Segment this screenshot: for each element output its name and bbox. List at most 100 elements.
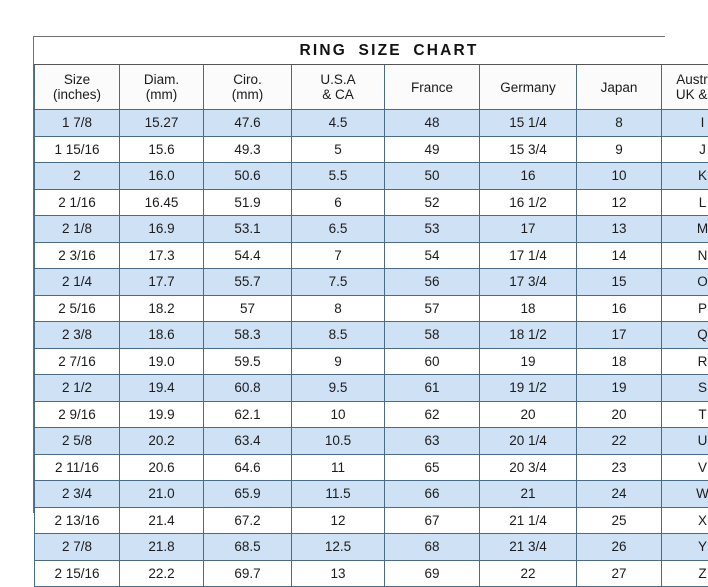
cell-circumference-mm: 53.1 [204, 216, 292, 243]
cell-diameter-mm: 15.27 [120, 110, 204, 137]
cell-germany: 20 1/4 [480, 428, 577, 455]
cell-germany: 22 [480, 560, 577, 587]
cell-diameter-mm: 16.45 [120, 189, 204, 216]
column-header-line1: Ciro. [233, 72, 262, 87]
cell-germany: 17 1/4 [480, 242, 577, 269]
cell-circumference-mm: 64.6 [204, 454, 292, 481]
chart-title-cell: RING SIZE CHART [35, 37, 708, 65]
column-header-line2: (mm) [120, 87, 203, 102]
cell-size-inches: 2 13/16 [35, 507, 120, 534]
column-header-australia-uk-nz: AustraliaUK & NZ [662, 65, 708, 110]
cell-france: 69 [385, 560, 480, 587]
cell-size-inches: 2 5/16 [35, 295, 120, 322]
cell-germany: 20 [480, 401, 577, 428]
cell-germany: 20 3/4 [480, 454, 577, 481]
column-header-line1: U.S.A [320, 72, 355, 87]
cell-australia-uk-nz: S [662, 375, 708, 402]
cell-size-inches: 2 3/4 [35, 481, 120, 508]
cell-diameter-mm: 20.6 [120, 454, 204, 481]
cell-france: 52 [385, 189, 480, 216]
cell-circumference-mm: 54.4 [204, 242, 292, 269]
column-header-size-inches: Size(inches) [35, 65, 120, 110]
cell-diameter-mm: 21.4 [120, 507, 204, 534]
cell-diameter-mm: 19.9 [120, 401, 204, 428]
cell-circumference-mm: 57 [204, 295, 292, 322]
cell-australia-uk-nz: T [662, 401, 708, 428]
cell-japan: 15 [577, 269, 662, 296]
ring-size-table: RING SIZE CHART Size(inches)Diam.(mm)Cir… [34, 37, 708, 587]
cell-japan: 18 [577, 348, 662, 375]
cell-circumference-mm: 65.9 [204, 481, 292, 508]
cell-usa-ca: 7 [292, 242, 385, 269]
cell-france: 57 [385, 295, 480, 322]
cell-japan: 8 [577, 110, 662, 137]
cell-diameter-mm: 21.0 [120, 481, 204, 508]
cell-australia-uk-nz: K [662, 163, 708, 190]
cell-circumference-mm: 55.7 [204, 269, 292, 296]
cell-size-inches: 2 7/8 [35, 534, 120, 561]
cell-japan: 23 [577, 454, 662, 481]
cell-size-inches: 2 1/2 [35, 375, 120, 402]
cell-france: 49 [385, 136, 480, 163]
column-header-line1: Japan [601, 80, 638, 95]
cell-circumference-mm: 49.3 [204, 136, 292, 163]
cell-japan: 14 [577, 242, 662, 269]
cell-diameter-mm: 19.0 [120, 348, 204, 375]
column-header-line1: Diam. [144, 72, 179, 87]
cell-germany: 16 1/2 [480, 189, 577, 216]
cell-australia-uk-nz: L [662, 189, 708, 216]
cell-usa-ca: 4.5 [292, 110, 385, 137]
cell-diameter-mm: 20.2 [120, 428, 204, 455]
cell-australia-uk-nz: M [662, 216, 708, 243]
cell-diameter-mm: 16.9 [120, 216, 204, 243]
cell-size-inches: 2 11/16 [35, 454, 120, 481]
cell-usa-ca: 13 [292, 560, 385, 587]
cell-germany: 21 1/4 [480, 507, 577, 534]
cell-australia-uk-nz: Q [662, 322, 708, 349]
column-header-germany: Germany [480, 65, 577, 110]
cell-germany: 15 3/4 [480, 136, 577, 163]
column-header-line2: (mm) [204, 87, 291, 102]
cell-australia-uk-nz: Z [662, 560, 708, 587]
cell-australia-uk-nz: O [662, 269, 708, 296]
cell-germany: 16 [480, 163, 577, 190]
cell-australia-uk-nz: J [662, 136, 708, 163]
cell-size-inches: 2 7/16 [35, 348, 120, 375]
column-header-japan: Japan [577, 65, 662, 110]
cell-usa-ca: 10 [292, 401, 385, 428]
cell-size-inches: 2 15/16 [35, 560, 120, 587]
cell-australia-uk-nz: U [662, 428, 708, 455]
cell-usa-ca: 12 [292, 507, 385, 534]
cell-usa-ca: 5.5 [292, 163, 385, 190]
cell-france: 56 [385, 269, 480, 296]
column-header-line1: Size [64, 72, 90, 87]
cell-australia-uk-nz: N [662, 242, 708, 269]
cell-circumference-mm: 69.7 [204, 560, 292, 587]
cell-germany: 17 [480, 216, 577, 243]
cell-size-inches: 2 1/4 [35, 269, 120, 296]
cell-circumference-mm: 62.1 [204, 401, 292, 428]
cell-france: 66 [385, 481, 480, 508]
column-header-circumference-mm: Ciro.(mm) [204, 65, 292, 110]
cell-size-inches: 2 1/16 [35, 189, 120, 216]
cell-japan: 16 [577, 295, 662, 322]
cell-circumference-mm: 59.5 [204, 348, 292, 375]
cell-size-inches: 2 3/8 [35, 322, 120, 349]
cell-japan: 20 [577, 401, 662, 428]
cell-australia-uk-nz: Y [662, 534, 708, 561]
cell-circumference-mm: 60.8 [204, 375, 292, 402]
cell-australia-uk-nz: V [662, 454, 708, 481]
column-header-usa-ca: U.S.A& CA [292, 65, 385, 110]
cell-australia-uk-nz: R [662, 348, 708, 375]
cell-circumference-mm: 67.2 [204, 507, 292, 534]
cell-germany: 18 [480, 295, 577, 322]
